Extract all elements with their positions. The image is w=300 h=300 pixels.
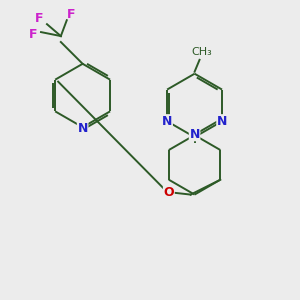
Text: N: N [189, 128, 200, 141]
Text: F: F [67, 8, 75, 21]
Text: CH₃: CH₃ [191, 47, 212, 57]
Text: F: F [29, 28, 37, 40]
Text: F: F [35, 12, 43, 25]
Text: N: N [77, 122, 88, 135]
Text: O: O [164, 186, 174, 199]
Text: N: N [217, 115, 227, 128]
Text: N: N [162, 115, 172, 128]
